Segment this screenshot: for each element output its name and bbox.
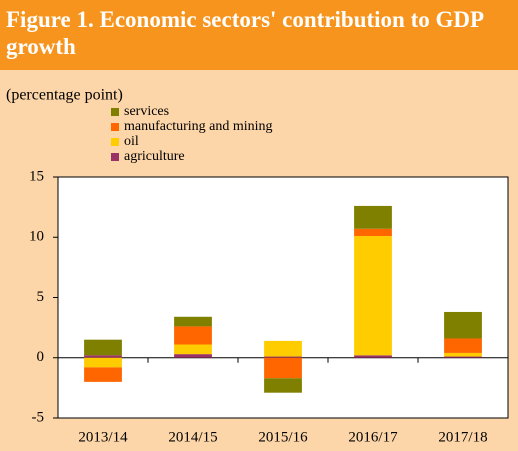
legend-swatch — [111, 138, 119, 146]
bar-segment — [264, 357, 302, 379]
bar-segment — [444, 338, 482, 353]
chart-title: Figure 1. Economic sectors' contribution… — [6, 7, 483, 59]
legend-label: oil — [124, 134, 139, 149]
x-tick-label: 2013/14 — [78, 429, 128, 445]
bar-segment — [444, 311, 482, 339]
bar-segment — [84, 367, 122, 382]
bar-segment — [174, 326, 212, 345]
legend-swatch — [111, 108, 119, 116]
legend-label: services — [124, 104, 169, 119]
bar-segment — [354, 236, 392, 356]
header — [0, 0, 518, 70]
legend-label: manufacturing and mining — [124, 119, 273, 134]
y-axis-label: (percentage point) — [6, 87, 123, 104]
y-tick-label: 0 — [37, 349, 45, 365]
x-tick-label: 2016/17 — [348, 429, 398, 445]
x-tick-label: 2014/15 — [168, 429, 217, 445]
y-tick-label: 10 — [29, 229, 44, 245]
y-tick-label: 5 — [37, 289, 45, 305]
bar-segment — [264, 356, 302, 358]
legend-swatch — [111, 123, 119, 131]
bar-segment — [264, 378, 302, 393]
bar-segment — [354, 228, 392, 237]
x-tick-label: 2017/18 — [438, 429, 487, 445]
bar-segment — [174, 344, 212, 355]
bar-segment — [264, 340, 302, 357]
bar-segment — [444, 356, 482, 358]
bar-segment — [84, 355, 122, 358]
bar-segment — [174, 316, 212, 327]
bar-segment — [84, 339, 122, 356]
y-tick-label: 15 — [29, 168, 44, 184]
bar-segment — [444, 352, 482, 357]
x-tick-label: 2015/16 — [258, 429, 308, 445]
bar-segment — [354, 355, 392, 358]
bar-segment — [84, 357, 122, 368]
legend-swatch — [111, 153, 119, 161]
y-tick-label: -5 — [32, 409, 45, 425]
bar-segment — [174, 354, 212, 358]
legend-label: agriculture — [124, 149, 185, 164]
bar-segment — [354, 205, 392, 229]
